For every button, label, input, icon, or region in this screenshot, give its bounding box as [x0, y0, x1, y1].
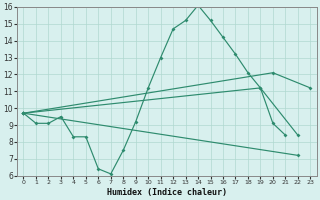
X-axis label: Humidex (Indice chaleur): Humidex (Indice chaleur) — [107, 188, 227, 197]
